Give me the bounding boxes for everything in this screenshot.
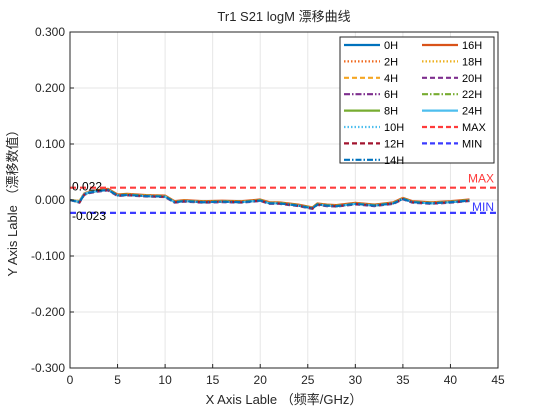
x-tick-label: 40 <box>444 373 458 387</box>
y-axis-title: Y Axis Lable （漂移数值） <box>5 124 20 277</box>
limit-name-label-max: MAX <box>468 172 494 186</box>
limit-value-label-min: -0.023 <box>72 209 106 223</box>
y-tick-label: 0.200 <box>35 81 65 95</box>
series-line-2h <box>69 188 470 209</box>
legend-label-4h: 4H <box>384 73 398 85</box>
chart-title: Tr1 S21 logM 漂移曲线 <box>217 9 350 24</box>
x-tick-label: 35 <box>396 373 410 387</box>
legend-label-22h: 22H <box>462 89 482 101</box>
legend-label-0h: 0H <box>384 40 398 52</box>
series-lines <box>69 187 470 210</box>
x-tick-label: 20 <box>254 373 268 387</box>
y-tick-label: -0.300 <box>31 361 65 375</box>
legend-label-min: MIN <box>462 138 482 150</box>
legend-label-2h: 2H <box>384 56 398 68</box>
legend-label-18h: 18H <box>462 56 482 68</box>
x-tick-label: 5 <box>114 373 121 387</box>
y-tick-label: -0.200 <box>31 305 65 319</box>
limit-value-label-max: 0.022 <box>72 180 102 194</box>
axis-ticks: 0 5 10 15 20 25 30 35 40 45 0.300 0.200 0.100 0.000 -0… <box>31 25 505 387</box>
x-tick-label: 25 <box>301 373 315 387</box>
legend-label-10h: 10H <box>384 122 404 134</box>
limit-name-label-min: MIN <box>472 200 494 214</box>
x-tick-label: 0 <box>67 373 74 387</box>
legend-label-20h: 20H <box>462 73 482 85</box>
legend: 0H 16H 2H 18H 4H 20H 6H 22H 8H 24H 10H MAX 12H MIN 14H <box>339 36 495 167</box>
series-line-14h <box>69 188 470 210</box>
legend-label-24h: 24H <box>462 106 482 118</box>
x-tick-label: 10 <box>158 373 172 387</box>
y-tick-label: -0.100 <box>31 249 65 263</box>
x-tick-label: 45 <box>491 373 505 387</box>
x-axis-title: X Axis Lable （频率/GHz） <box>206 392 363 407</box>
x-tick-label: 30 <box>349 373 363 387</box>
y-tick-label: 0.100 <box>35 137 65 151</box>
legend-label-16h: 16H <box>462 40 482 52</box>
x-tick-label: 15 <box>206 373 220 387</box>
legend-label-max: MAX <box>462 122 487 134</box>
legend-box <box>339 36 495 164</box>
series-line-18h <box>69 188 470 209</box>
y-tick-label: 0.000 <box>35 193 65 207</box>
legend-label-14h: 14H <box>384 155 404 167</box>
y-tick-label: 0.300 <box>35 25 65 39</box>
legend-label-6h: 6H <box>384 89 398 101</box>
legend-label-8h: 8H <box>384 106 398 118</box>
legend-label-12h: 12H <box>384 138 404 150</box>
limit-lines: 0.022 MAX -0.023 MIN <box>70 172 498 223</box>
series-line-22h <box>69 188 470 209</box>
